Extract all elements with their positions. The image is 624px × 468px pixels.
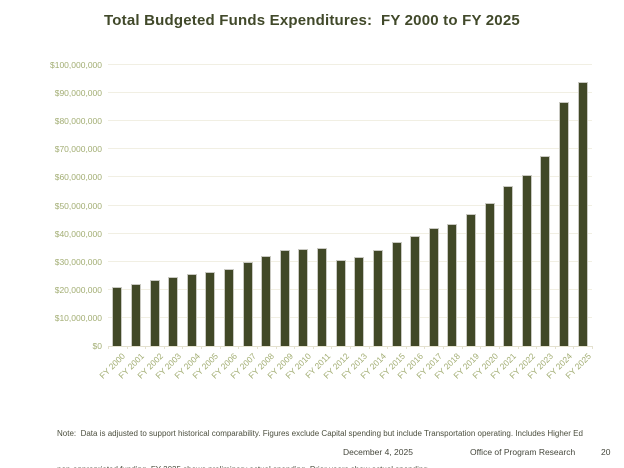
bar-fy-2012 <box>335 260 346 346</box>
x-axis-tick <box>201 346 203 349</box>
x-axis-tick <box>387 346 389 349</box>
gridline <box>108 148 592 150</box>
x-axis-tick <box>182 346 184 349</box>
x-axis-tick <box>275 346 277 349</box>
bar-fy-2001 <box>130 284 141 346</box>
x-axis-tick <box>443 346 445 349</box>
bar-fy-2025 <box>577 82 588 346</box>
x-axis-tick <box>498 346 500 349</box>
x-axis-tick <box>461 346 463 349</box>
gridline <box>108 92 592 94</box>
gridline <box>108 316 592 318</box>
x-axis-tick <box>312 346 314 349</box>
gridline <box>108 120 592 122</box>
bar-fy-2021 <box>503 186 514 346</box>
note-line-1: Note: Data is adjusted to support histor… <box>57 429 583 438</box>
y-tick-label: $50,000,000 <box>54 200 102 211</box>
bar-fy-2010 <box>298 249 309 346</box>
x-axis-tick <box>424 346 426 349</box>
y-tick-label: $0 <box>92 341 102 351</box>
bar-fy-2011 <box>317 248 328 346</box>
bar-fy-2003 <box>168 277 179 346</box>
bar-fy-2023 <box>540 156 551 346</box>
x-axis-tick <box>517 346 519 349</box>
y-tick-label: $90,000,000 <box>54 88 102 99</box>
x-axis-tick <box>368 346 370 349</box>
bar-fy-2008 <box>261 256 272 346</box>
bar-fy-2006 <box>224 269 234 346</box>
bar-fy-2000 <box>112 287 123 346</box>
gridline <box>108 64 592 65</box>
x-axis-tick <box>573 346 575 349</box>
bar-fy-2018 <box>447 224 458 346</box>
bar-fy-2019 <box>466 214 476 346</box>
plot-area <box>108 64 592 347</box>
bar-fy-2004 <box>186 274 197 346</box>
x-axis-tick <box>331 346 333 349</box>
x-axis-tick <box>536 346 538 349</box>
y-tick-label: $20,000,000 <box>54 284 102 295</box>
gridline <box>108 204 592 206</box>
bar-fy-2007 <box>242 262 253 346</box>
bar-fy-2024 <box>559 102 570 346</box>
bar-fy-2005 <box>205 272 216 346</box>
x-axis-tick <box>554 346 556 349</box>
note: Note: Data is adjusted to support histor… <box>57 404 607 468</box>
y-tick-label: $30,000,000 <box>54 256 102 267</box>
gridline <box>108 288 592 290</box>
x-axis-tick <box>256 346 258 349</box>
x-axis-tick <box>592 346 593 349</box>
x-axis-tick <box>163 346 165 349</box>
x-axis-tick <box>219 346 221 349</box>
footer-date: December 4, 2025 <box>343 447 413 457</box>
x-axis-tick <box>350 346 351 349</box>
bar-fy-2016 <box>410 236 421 346</box>
x-axis-tick <box>405 346 407 349</box>
gridline <box>108 176 592 178</box>
bar-fy-2017 <box>428 228 439 346</box>
y-tick-label: $40,000,000 <box>54 228 102 239</box>
y-tick-label: $60,000,000 <box>54 172 102 183</box>
bar-fy-2014 <box>372 250 383 346</box>
bar-fy-2013 <box>354 257 365 346</box>
x-axis-tick <box>145 346 147 349</box>
y-tick-label: $10,000,000 <box>54 312 102 323</box>
bar-fy-2015 <box>391 242 402 346</box>
footer-org: Office of Program Research <box>470 447 576 457</box>
page-number: 20 <box>601 447 611 457</box>
bar-fy-2020 <box>484 203 495 346</box>
x-axis-tick <box>480 346 482 349</box>
bar-fy-2022 <box>521 175 532 346</box>
gridline <box>108 232 592 234</box>
y-tick-label: $100,000,000 <box>50 60 102 70</box>
bar-fy-2009 <box>279 250 290 346</box>
x-axis-tick <box>126 346 128 349</box>
x-axis-tick <box>108 346 109 349</box>
note-line-2: non-appropriated funding. FY 2025 shows … <box>57 464 607 468</box>
y-tick-label: $70,000,000 <box>54 144 102 155</box>
x-axis-tick <box>238 346 240 349</box>
chart-title: Total Budgeted Funds Expenditures: FY 20… <box>104 12 520 29</box>
bar-fy-2002 <box>149 280 160 346</box>
y-tick-label: $80,000,000 <box>54 116 102 127</box>
gridline <box>108 260 592 262</box>
x-axis-tick <box>294 346 296 349</box>
